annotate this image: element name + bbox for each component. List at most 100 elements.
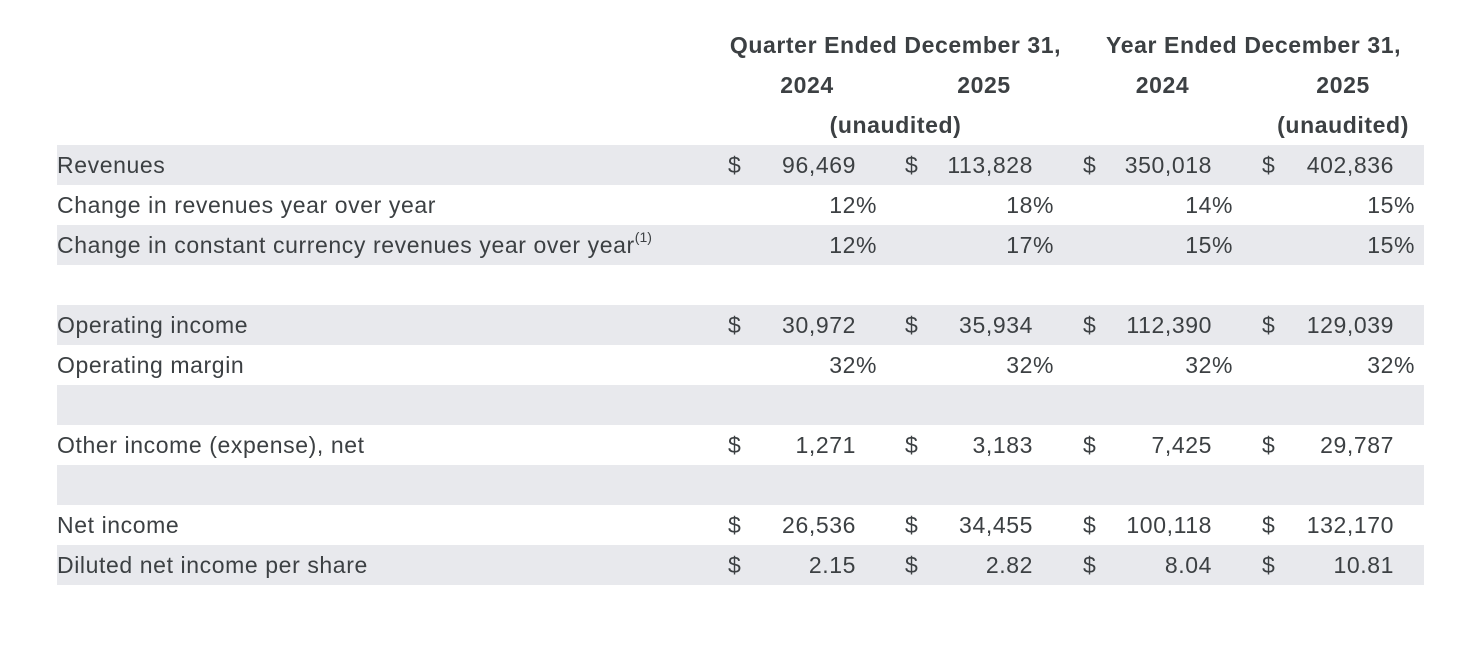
row-label: Net income (57, 505, 728, 545)
percent-symbol: % (856, 351, 878, 378)
column-gap (1242, 145, 1263, 185)
table-row: Net income $ 26,536 $ 34,455 $ 100,118 $… (57, 505, 1424, 545)
percent-symbol (856, 145, 886, 185)
column-gap (1242, 505, 1262, 545)
amount-value: 32 (829, 351, 856, 378)
col-group-title-year: Year Ended December 31, (1106, 31, 1402, 58)
row-label: Operating income (57, 305, 728, 345)
col-year-annual-2025: 2025 (1316, 71, 1370, 98)
row-label-text: Other income (expense), net (57, 431, 365, 458)
column-gap (1063, 305, 1084, 345)
percent-symbol (1212, 145, 1243, 185)
currency-symbol (728, 345, 750, 385)
row-label-text: Net income (57, 511, 180, 538)
amount-value: 12 (750, 225, 856, 265)
column-gap (1242, 105, 1262, 145)
percent-symbol (1394, 545, 1425, 585)
unaudited-note-quarter: (unaudited) (829, 111, 962, 138)
table-row: Diluted net income per share $ 2.15 $ 2.… (57, 545, 1425, 585)
currency-symbol: $ (905, 511, 919, 538)
unaudited-note-year: (unaudited) (1277, 111, 1409, 138)
currency-symbol (1262, 185, 1284, 225)
percent-symbol: % (1033, 191, 1055, 218)
column-gap (886, 545, 905, 585)
amount-value: 113,828 (927, 145, 1033, 185)
amount-value: 32 (1367, 351, 1395, 378)
row-label-text: Revenues (57, 151, 166, 178)
currency-symbol: $ (728, 545, 750, 585)
amount-value: 129,039 (1284, 305, 1395, 345)
percent-symbol (1033, 505, 1063, 545)
currency-symbol (1262, 225, 1285, 265)
percent-symbol (1033, 145, 1064, 185)
blank-row-cell (57, 385, 1425, 425)
currency-symbol: $ (728, 431, 742, 458)
percent-symbol: % (856, 225, 886, 265)
header-years-row: 2024 2025 2024 2025 (57, 65, 1424, 105)
amount-value: 32 (1185, 351, 1213, 378)
column-gap (1063, 545, 1084, 585)
percent-symbol (1033, 545, 1064, 585)
column-gap (886, 305, 905, 345)
blank-row (57, 465, 1425, 505)
blank-row (57, 385, 1425, 425)
row-label-text: Operating margin (57, 351, 245, 378)
currency-symbol (1083, 345, 1105, 385)
percent-symbol: % (1033, 351, 1055, 378)
blank-row-cell (57, 265, 1424, 305)
amount-value: 15 (1105, 225, 1213, 265)
table-row: Revenues $ 96,469 $ 113,828 $ 350,018 $ … (57, 145, 1425, 185)
table-row: Change in revenues year over year 12 % 1… (57, 185, 1424, 225)
amount-value: 1,271 (795, 431, 856, 458)
percent-symbol (1394, 425, 1424, 465)
column-gap (1063, 345, 1083, 385)
column-gap (1063, 65, 1083, 105)
percent-symbol (856, 425, 886, 465)
header-spacer (57, 25, 728, 65)
row-label-text: Change in revenues year over year (57, 191, 437, 218)
column-gap (1063, 425, 1083, 465)
row-label: Revenues (57, 145, 728, 185)
blank-row-cell (57, 465, 1425, 505)
currency-symbol (1262, 345, 1284, 385)
currency-symbol: $ (905, 431, 919, 458)
footnote-superscript: (1) (634, 228, 652, 245)
column-gap (1242, 225, 1263, 265)
currency-symbol (905, 345, 927, 385)
column-gap (1242, 425, 1262, 465)
row-label-text: Operating income (57, 311, 249, 338)
amount-value: 100,118 (1126, 511, 1213, 538)
currency-symbol: $ (1083, 305, 1106, 345)
amount-value: 12 (829, 191, 856, 218)
column-gap (886, 425, 905, 465)
column-gap (1242, 545, 1263, 585)
header-spacer (57, 65, 728, 105)
table-row: Operating margin 32 % 32 % 32 % 32 % (57, 345, 1424, 385)
percent-symbol (1394, 305, 1425, 345)
currency-symbol (905, 185, 927, 225)
amount-value: 2.82 (927, 545, 1033, 585)
percent-symbol (856, 545, 886, 585)
percent-symbol (1212, 505, 1242, 545)
currency-symbol: $ (1262, 545, 1285, 585)
percent-symbol: % (1212, 351, 1234, 378)
row-label: Other income (expense), net (57, 425, 728, 465)
currency-symbol: $ (1083, 145, 1106, 185)
percent-symbol (1394, 505, 1424, 545)
table-row: Operating income $ 30,972 $ 35,934 $ 112… (57, 305, 1425, 345)
column-gap (1063, 185, 1083, 225)
header-period-row: Quarter Ended December 31, Year Ended De… (57, 25, 1424, 65)
amount-value: 132,170 (1306, 511, 1395, 538)
currency-symbol: $ (1083, 545, 1106, 585)
column-gap (1242, 305, 1263, 345)
currency-symbol: $ (1262, 431, 1276, 458)
currency-symbol (728, 185, 750, 225)
amount-value: 15 (1284, 225, 1395, 265)
column-gap (1242, 65, 1262, 105)
percent-symbol: % (1394, 351, 1416, 378)
column-gap (1063, 145, 1084, 185)
column-gap (1242, 185, 1262, 225)
amount-value: 112,390 (1105, 305, 1213, 345)
column-gap (886, 225, 905, 265)
percent-symbol (1212, 305, 1243, 345)
